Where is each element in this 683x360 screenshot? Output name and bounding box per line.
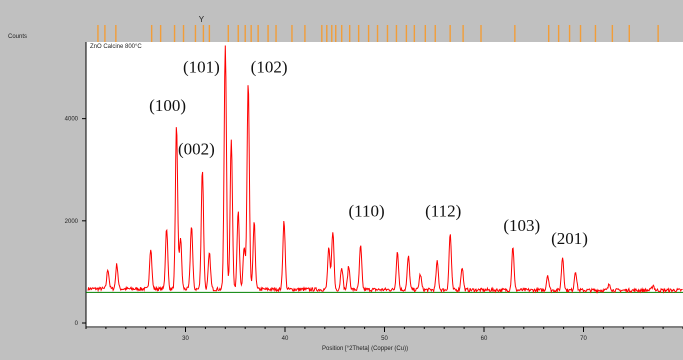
x-axis-label: Position [°2Theta] (Copper (Cu)) <box>322 346 408 352</box>
peak-annotation: (112) <box>425 202 461 221</box>
x-tick-label: 50 <box>381 336 388 342</box>
peak-annotation: (103) <box>503 216 540 235</box>
reference-markers <box>97 25 659 42</box>
y-tick-label: 2000 <box>65 219 79 225</box>
y-axis-label: Counts <box>8 34 27 40</box>
x-tick-label: 30 <box>182 336 189 342</box>
peak-annotation: (102) <box>251 58 288 77</box>
peak-annotation: (002) <box>178 139 215 158</box>
x-tick-label: 70 <box>580 336 587 342</box>
x-tick-label: 40 <box>282 336 289 342</box>
left-panel <box>0 42 86 342</box>
plot-area <box>86 42 683 328</box>
y-tick-label: 4000 <box>65 117 79 123</box>
peak-annotation: (110) <box>348 202 384 221</box>
reference-marker-symbol: Y <box>199 15 205 24</box>
bottom-panel <box>0 328 683 360</box>
x-ticks: 30 40 50 60 70 <box>85 327 683 342</box>
xrd-pattern-line <box>87 45 683 294</box>
y-ticks: 0 2000 4000 <box>65 117 86 327</box>
peak-annotation: (201) <box>551 229 588 248</box>
legend-text: ZnO Calcine 800°C <box>90 44 142 50</box>
peak-annotation: (100) <box>149 96 186 115</box>
x-tick-label: 60 <box>481 336 488 342</box>
peak-annotation: (101) <box>183 58 220 77</box>
y-tick-label: 0 <box>75 321 79 327</box>
peak-annotations: (100) (101) (102) (002) (110) (112) (103) (201) <box>149 58 588 248</box>
